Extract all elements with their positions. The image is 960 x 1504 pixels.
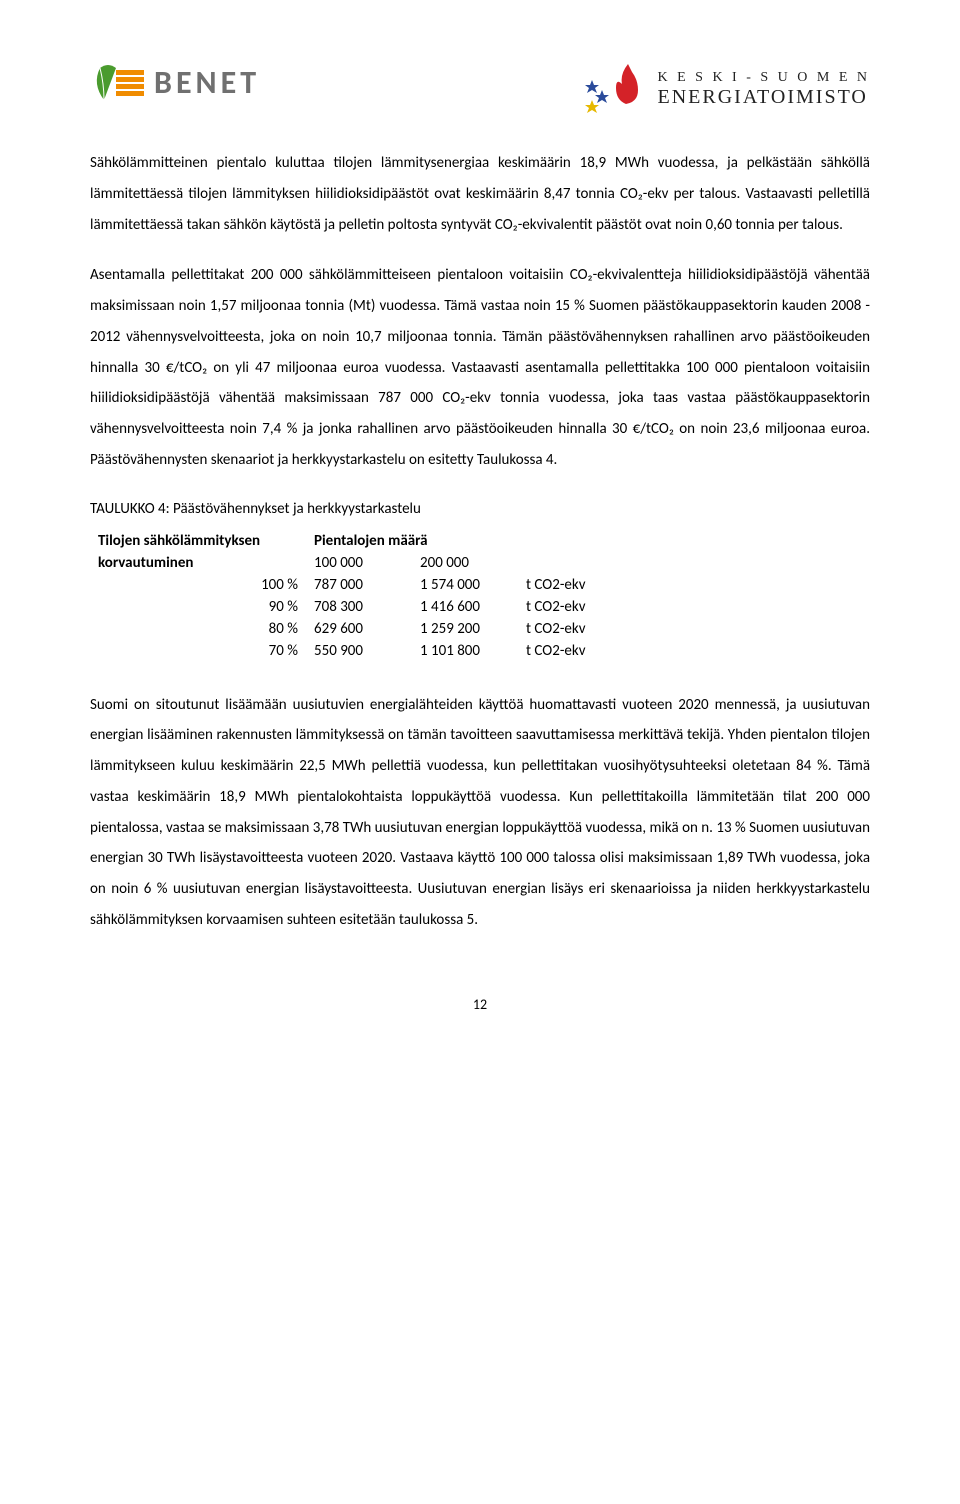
table-row: 80 % 629 600 1 259 200 t CO2-ekv bbox=[90, 618, 593, 640]
page-number: 12 bbox=[90, 996, 870, 1013]
table4-empty bbox=[518, 530, 593, 552]
flame-stars-icon bbox=[580, 60, 652, 118]
ks-line2: ENERGIATOIMISTO bbox=[658, 86, 871, 108]
header-logos: BENET K E S K I - S U O M E N ENERGIATOI… bbox=[90, 60, 870, 118]
benet-logo: BENET bbox=[90, 60, 260, 104]
table-row: 100 % 787 000 1 574 000 t CO2-ekv bbox=[90, 574, 593, 596]
table-row: 90 % 708 300 1 416 600 t CO2-ekv bbox=[90, 596, 593, 618]
table-row: 70 % 550 900 1 101 800 t CO2-ekv bbox=[90, 640, 593, 662]
table4-head-left-l1: Tilojen sähkölämmityksen bbox=[90, 530, 306, 552]
cell-pct: 70 % bbox=[90, 640, 306, 662]
table4-empty2 bbox=[518, 552, 593, 574]
cell-v1: 787 000 bbox=[306, 574, 412, 596]
leaf-icon bbox=[90, 60, 146, 104]
cell-pct: 80 % bbox=[90, 618, 306, 640]
energiatoimisto-text: K E S K I - S U O M E N ENERGIATOIMISTO bbox=[658, 70, 871, 107]
cell-v1: 629 600 bbox=[306, 618, 412, 640]
paragraph-1: Sähkölämmitteinen pientalo kuluttaa tilo… bbox=[90, 148, 870, 240]
cell-unit: t CO2-ekv bbox=[518, 640, 593, 662]
ks-line1: K E S K I - S U O M E N bbox=[658, 70, 871, 85]
cell-v2: 1 416 600 bbox=[412, 596, 518, 618]
cell-pct: 100 % bbox=[90, 574, 306, 596]
cell-v2: 1 101 800 bbox=[412, 640, 518, 662]
cell-v2: 1 574 000 bbox=[412, 574, 518, 596]
table4-head-left-l2: korvautuminen bbox=[90, 552, 306, 574]
cell-unit: t CO2-ekv bbox=[518, 596, 593, 618]
cell-v1: 550 900 bbox=[306, 640, 412, 662]
table4-header-row1: Tilojen sähkölämmityksen Pientalojen mää… bbox=[90, 530, 593, 552]
table4: Tilojen sähkölämmityksen Pientalojen mää… bbox=[90, 530, 593, 662]
table4-header-row2: korvautuminen 100 000 200 000 bbox=[90, 552, 593, 574]
cell-unit: t CO2-ekv bbox=[518, 574, 593, 596]
document-page: BENET K E S K I - S U O M E N ENERGIATOI… bbox=[0, 0, 960, 1053]
paragraph-2: Asentamalla pellettitakat 200 000 sähköl… bbox=[90, 260, 870, 475]
cell-v2: 1 259 200 bbox=[412, 618, 518, 640]
table4-title: TAULUKKO 4: Päästövähennykset ja herkkyy… bbox=[90, 500, 870, 518]
table4-col1: 100 000 bbox=[306, 552, 412, 574]
table4-col2: 200 000 bbox=[412, 552, 518, 574]
paragraph-3: Suomi on sitoutunut lisäämään uusiutuvie… bbox=[90, 690, 870, 936]
benet-text: BENET bbox=[154, 63, 260, 102]
energiatoimisto-logo: K E S K I - S U O M E N ENERGIATOIMISTO bbox=[580, 60, 871, 118]
cell-v1: 708 300 bbox=[306, 596, 412, 618]
cell-unit: t CO2-ekv bbox=[518, 618, 593, 640]
cell-pct: 90 % bbox=[90, 596, 306, 618]
table4-head-mid: Pientalojen määrä bbox=[306, 530, 518, 552]
